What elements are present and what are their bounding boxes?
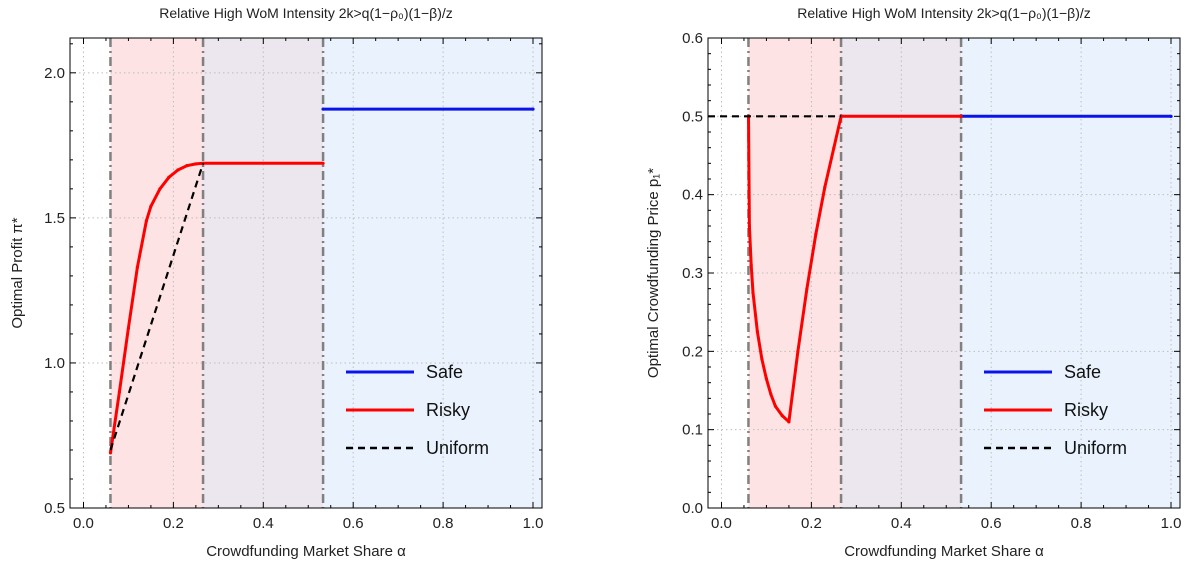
data-point-risky: [135, 265, 140, 269]
shaded-region-1: [110, 38, 204, 508]
series-line-risky: [747, 114, 962, 424]
y-axis-label: Optimal Profit π*: [9, 217, 26, 328]
x-tick-label: 0.4: [253, 515, 274, 532]
y-tick-label: 0.2: [682, 343, 703, 360]
x-tick-label: 0.4: [891, 515, 912, 532]
legend-label-uniform: Uniform: [426, 438, 489, 458]
x-tick-label: 1.0: [523, 515, 544, 532]
data-point-risky: [149, 204, 153, 208]
chart-panel-2: 0.0 0.2 0.4 0.6 0.8 1.0 0.0 0.1 0.2 0.3 0.4 0.5 0.6 R…: [645, 5, 1181, 560]
x-axis-label: Crowdfunding Market Share α: [844, 543, 1044, 560]
x-tick-label: 0.6: [981, 515, 1002, 532]
legend-label-risky: Risky: [426, 400, 470, 420]
plot-frame: [69, 37, 543, 509]
data-point-safe: [1169, 114, 1173, 118]
series-line-uniform: [109, 162, 205, 451]
x-tick-label: 0.0: [73, 515, 94, 532]
data-point-risky: [158, 187, 162, 191]
data-point-risky: [769, 392, 773, 397]
x-axis-label: Crowdfunding Market Share α: [206, 543, 406, 560]
data-point-risky: [176, 168, 180, 172]
data-point-risky: [321, 161, 325, 165]
data-point-risky: [805, 287, 809, 291]
data-point-safe: [531, 107, 535, 111]
y-tick-label: 2.0: [44, 65, 65, 82]
x-tick-label: 0.6: [343, 515, 364, 532]
data-point-risky: [194, 162, 198, 166]
chart-title: Relative High WoM Intensity 2k>q(1−ρ₀)(1…: [159, 5, 453, 21]
y-tick-label: 0.4: [682, 187, 703, 204]
data-point-risky: [832, 146, 836, 150]
chart-title: Relative High WoM Intensity 2k>q(1−ρ₀)(1…: [797, 5, 1091, 21]
data-point-safe: [321, 107, 325, 111]
data-point-risky: [144, 219, 149, 223]
legend-label-risky: Risky: [1064, 400, 1108, 420]
x-tick-label: 1.0: [1161, 515, 1182, 532]
legend-label-safe: Safe: [426, 362, 463, 382]
y-tick-label: 0.6: [682, 30, 703, 47]
x-tick-label: 0.2: [163, 515, 184, 532]
shaded-region-3: [323, 38, 542, 508]
data-point-risky: [796, 349, 800, 353]
y-tick-label: 0.5: [682, 108, 703, 125]
data-point-risky: [959, 114, 963, 118]
data-point-risky: [185, 164, 189, 168]
data-point-risky: [760, 357, 764, 361]
x-tick-label: 0.0: [711, 515, 732, 532]
data-point-risky: [117, 390, 122, 394]
y-tick-label: 0.3: [682, 265, 703, 282]
legend-label-safe: Safe: [1064, 362, 1101, 382]
data-point-risky: [755, 330, 760, 334]
data-point-risky: [167, 175, 171, 179]
y-axis-label: Optimal Crowdfunding Price p₁*: [645, 168, 662, 378]
chart-panel-1: 0.0 0.2 0.4 0.6 0.8 1.0 0.5 1.0 1.5 2.0 Relative H…: [9, 5, 543, 560]
x-tick-label: 0.8: [433, 515, 454, 532]
data-point-risky: [747, 224, 751, 228]
data-point-risky: [823, 185, 827, 189]
x-tick-label: 0.8: [1071, 515, 1092, 532]
y-tick-label: 0.1: [682, 422, 703, 439]
data-point-risky: [814, 232, 818, 236]
data-point-risky: [126, 326, 131, 330]
data-point-risky: [108, 451, 113, 455]
data-point-risky: [751, 290, 755, 295]
data-point-risky: [780, 413, 784, 418]
x-tick-label: 0.2: [801, 515, 822, 532]
y-tick-label: 1.5: [44, 210, 65, 227]
data-point-risky: [749, 263, 753, 267]
y-tick-label: 0.5: [44, 500, 65, 517]
y-tick-label: 1.0: [44, 355, 65, 372]
data-point-risky: [764, 377, 769, 381]
data-point-risky: [773, 404, 778, 408]
y-tick-label: 0.0: [682, 500, 703, 517]
legend-label-uniform: Uniform: [1064, 438, 1127, 458]
data-point-risky: [787, 420, 791, 424]
